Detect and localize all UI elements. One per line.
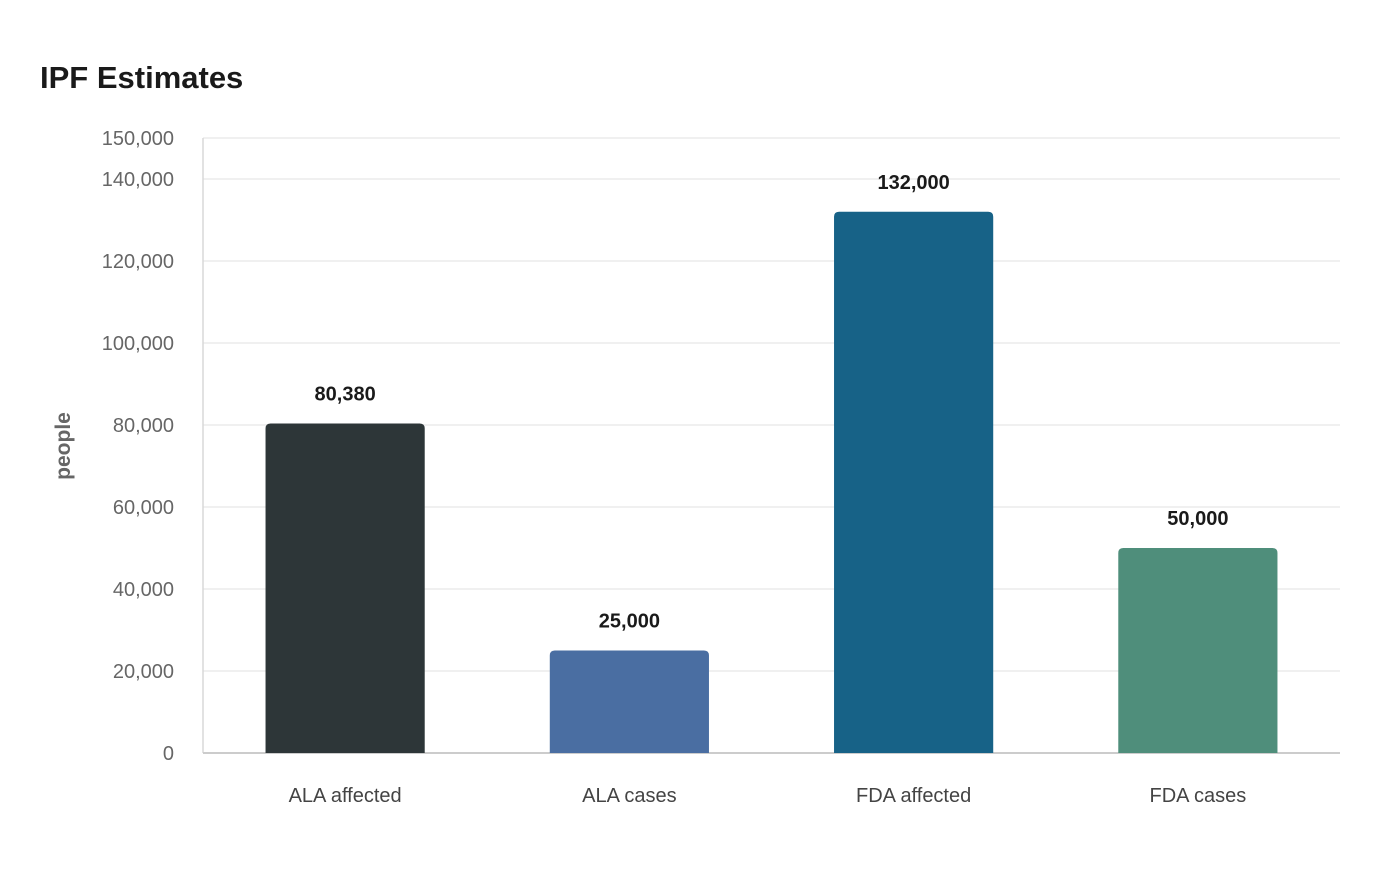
y-tick-label: 150,000 <box>102 128 174 150</box>
y-tick-label: 120,000 <box>102 251 174 273</box>
x-tick-label: FDA cases <box>1150 785 1247 807</box>
y-axis-ticks: 0 20,000 40,000 60,000 80,000 100,000 120,000 1… <box>102 128 174 765</box>
y-tick-label: 100,000 <box>102 333 174 355</box>
y-tick-label: 80,000 <box>113 415 174 437</box>
y-tick-label: 60,000 <box>113 497 174 519</box>
y-axis-title: people <box>52 412 75 480</box>
y-tick-label: 140,000 <box>102 169 174 191</box>
value-label: 25,000 <box>599 611 660 633</box>
x-tick-label: FDA affected <box>856 785 971 807</box>
category-labels: ALA affected ALA cases FDA affected FDA cas… <box>289 785 1247 807</box>
value-label: 132,000 <box>877 172 949 194</box>
y-tick-label: 0 <box>163 743 174 765</box>
x-tick-label: ALA cases <box>582 785 677 807</box>
bar <box>549 650 709 753</box>
y-tick-label: 20,000 <box>113 661 174 683</box>
value-label: 50,000 <box>1167 508 1228 530</box>
bar <box>265 423 425 753</box>
value-label: 80,380 <box>315 383 376 405</box>
bar <box>1118 548 1278 753</box>
x-tick-label: ALA affected <box>289 785 402 807</box>
value-labels: 80,380 25,000 132,000 50,000 <box>315 172 1229 633</box>
y-tick-label: 40,000 <box>113 579 174 601</box>
chart-title: IPF Estimates <box>40 60 244 95</box>
bar <box>834 211 994 754</box>
bars <box>265 211 1278 754</box>
